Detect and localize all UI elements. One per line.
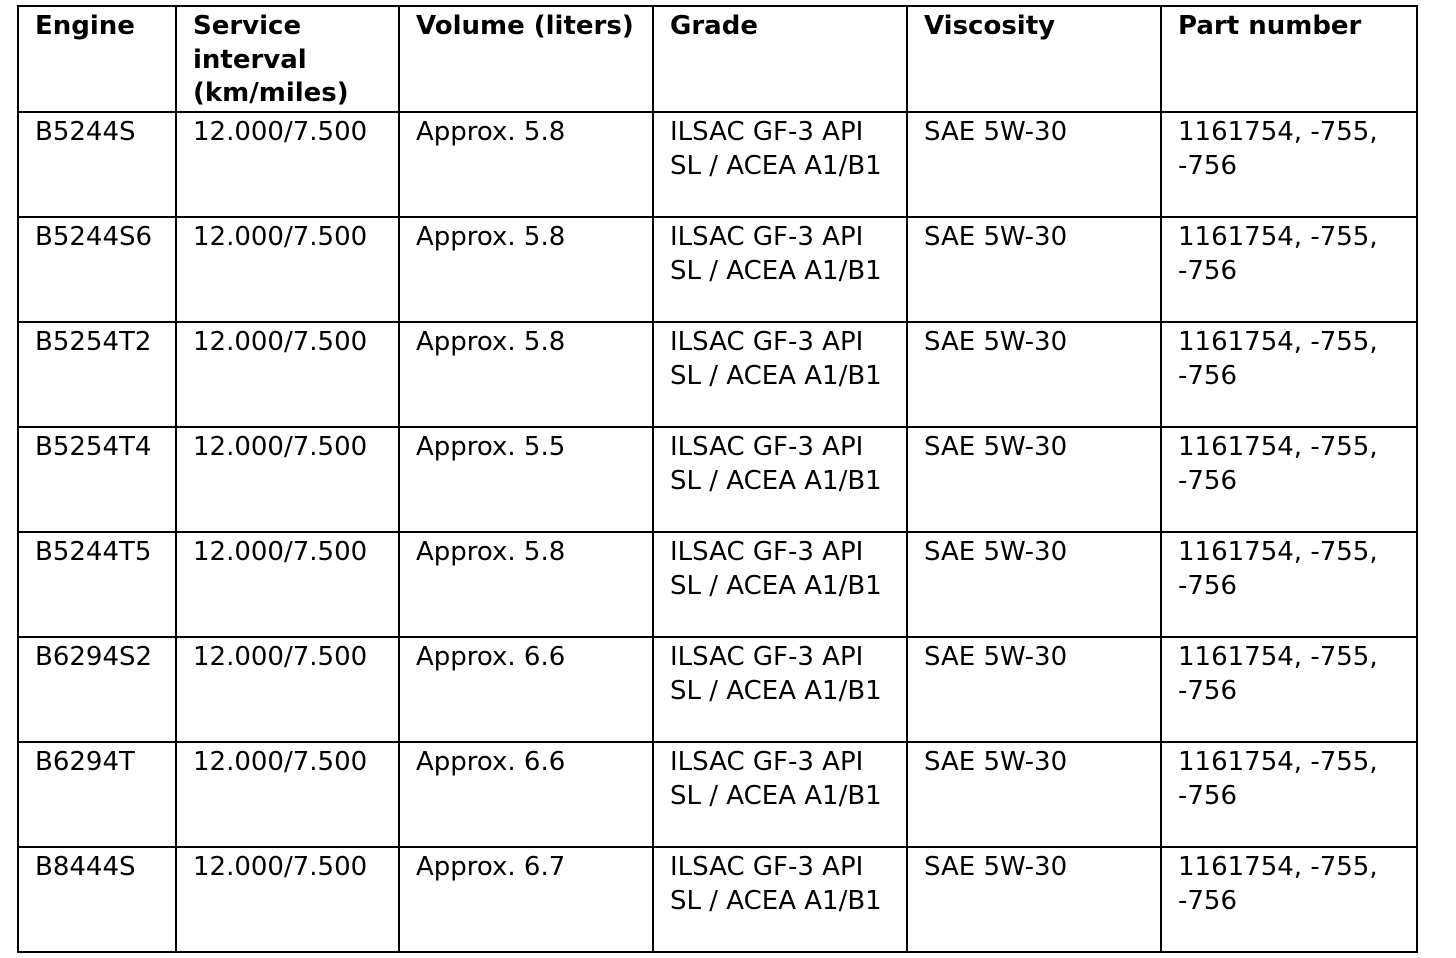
- table-cell: 1161754, -755, -756: [1160, 741, 1418, 848]
- table-cell: ILSAC GF-3 API SL / ACEA A1/B1: [652, 741, 908, 848]
- table-cell: 12.000/7.500: [175, 426, 400, 533]
- table-row: B5244T5 12.000/7.500 Approx. 5.8 ILSAC GF-3…: [17, 531, 1418, 638]
- table-cell: Approx. 5.8: [398, 111, 654, 218]
- table-cell: Approx. 6.6: [398, 741, 654, 848]
- table-cell: 12.000/7.500: [175, 741, 400, 848]
- header-cell: Grade: [652, 5, 908, 113]
- table-cell: 1161754, -755, -756: [1160, 636, 1418, 743]
- table-cell: 1161754, -755, -756: [1160, 531, 1418, 638]
- table-cell: 12.000/7.500: [175, 321, 400, 428]
- table-cell: 1161754, -755, -756: [1160, 111, 1418, 218]
- table-cell: SAE 5W-30: [906, 216, 1162, 323]
- table-cell: ILSAC GF-3 API SL / ACEA A1/B1: [652, 216, 908, 323]
- table-row: B5244S6 12.000/7.500 Approx. 5.8 ILSAC GF-3…: [17, 216, 1418, 323]
- table-cell: ILSAC GF-3 API SL / ACEA A1/B1: [652, 321, 908, 428]
- table-cell: 1161754, -755, -756: [1160, 846, 1418, 953]
- table-cell: SAE 5W-30: [906, 426, 1162, 533]
- table-cell: B8444S: [17, 846, 177, 953]
- table-cell: 12.000/7.500: [175, 531, 400, 638]
- table-cell: SAE 5W-30: [906, 846, 1162, 953]
- table-row: B5254T2 12.000/7.500 Approx. 5.8 ILSAC GF-3…: [17, 321, 1418, 428]
- table-cell: B5244T5: [17, 531, 177, 638]
- table-row: B5244S 12.000/7.500 Approx. 5.8 ILSAC GF-3 …: [17, 111, 1418, 218]
- table-cell: 12.000/7.500: [175, 846, 400, 953]
- header-cell: Part number: [1160, 5, 1418, 113]
- table-row: B6294S2 12.000/7.500 Approx. 6.6 ILSAC GF-3…: [17, 636, 1418, 743]
- table-cell: Approx. 6.7: [398, 846, 654, 953]
- table-cell: B5244S: [17, 111, 177, 218]
- table-cell: 12.000/7.500: [175, 111, 400, 218]
- table-cell: Approx. 5.8: [398, 531, 654, 638]
- table-cell: ILSAC GF-3 API SL / ACEA A1/B1: [652, 111, 908, 218]
- header-cell: Volume (liters): [398, 5, 654, 113]
- table-cell: B5254T4: [17, 426, 177, 533]
- table-cell: B6294T: [17, 741, 177, 848]
- table-cell: Approx. 5.8: [398, 216, 654, 323]
- table-cell: ILSAC GF-3 API SL / ACEA A1/B1: [652, 846, 908, 953]
- table-row: B6294T 12.000/7.500 Approx. 6.6 ILSAC GF-3 …: [17, 741, 1418, 848]
- table-cell: ILSAC GF-3 API SL / ACEA A1/B1: [652, 426, 908, 533]
- table-cell: SAE 5W-30: [906, 741, 1162, 848]
- header-cell: Service interval (km/miles): [175, 5, 400, 113]
- table-cell: SAE 5W-30: [906, 111, 1162, 218]
- oil-table: Engine Service interval (km/miles) Volume …: [17, 5, 1418, 953]
- table-body: B5244S 12.000/7.500 Approx. 5.8 ILSAC GF-3 …: [17, 111, 1418, 953]
- table-cell: B5244S6: [17, 216, 177, 323]
- table-cell: 1161754, -755, -756: [1160, 426, 1418, 533]
- table-cell: SAE 5W-30: [906, 636, 1162, 743]
- table-row: B8444S 12.000/7.500 Approx. 6.7 ILSAC GF-3 …: [17, 846, 1418, 953]
- table-cell: Approx. 5.8: [398, 321, 654, 428]
- table-cell: SAE 5W-30: [906, 531, 1162, 638]
- table-cell: B5254T2: [17, 321, 177, 428]
- header-cell: Viscosity: [906, 5, 1162, 113]
- table-cell: 1161754, -755, -756: [1160, 321, 1418, 428]
- header-cell: Engine: [17, 5, 177, 113]
- table-cell: SAE 5W-30: [906, 321, 1162, 428]
- table-row: B5254T4 12.000/7.500 Approx. 5.5 ILSAC GF-3…: [17, 426, 1418, 533]
- table-cell: Approx. 5.5: [398, 426, 654, 533]
- table-cell: ILSAC GF-3 API SL / ACEA A1/B1: [652, 531, 908, 638]
- table-cell: B6294S2: [17, 636, 177, 743]
- table-cell: 12.000/7.500: [175, 636, 400, 743]
- header-row: Engine Service interval (km/miles) Volume …: [17, 5, 1418, 113]
- table-cell: Approx. 6.6: [398, 636, 654, 743]
- table-cell: ILSAC GF-3 API SL / ACEA A1/B1: [652, 636, 908, 743]
- table-cell: 1161754, -755, -756: [1160, 216, 1418, 323]
- table-cell: 12.000/7.500: [175, 216, 400, 323]
